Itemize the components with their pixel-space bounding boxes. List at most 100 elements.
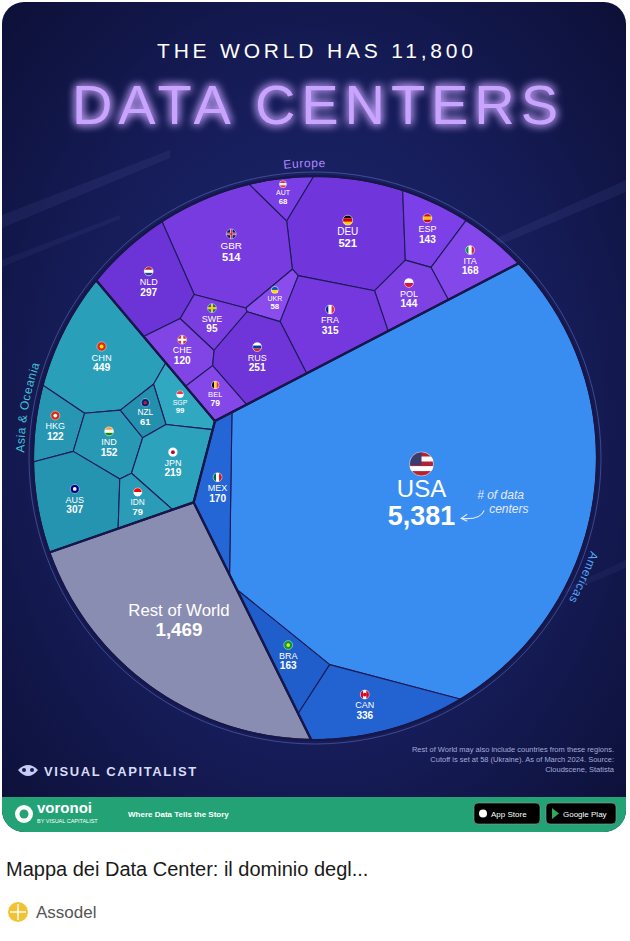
flag (207, 304, 216, 313)
flag-part (226, 229, 236, 239)
page: THE WORLD HAS 11,800DATA CENTERSEuropeAs… (0, 0, 630, 941)
source-icon (8, 902, 28, 922)
logo-icon (18, 765, 38, 776)
flag-part (286, 643, 290, 647)
category-label: GBR (221, 240, 242, 251)
category-label: CHN (92, 353, 112, 363)
caption-title: Mappa dei Data Center: il dominio degl..… (6, 858, 368, 880)
flag-part (177, 391, 184, 398)
cell-label: Rest of World1,469 (128, 601, 229, 640)
text-line: Rest of World may also include countries… (412, 745, 614, 754)
category-label: ITA (463, 256, 476, 266)
text-line: Cutoff is set at 58 (Ukraine). As of Mar… (430, 755, 614, 764)
flag (51, 411, 60, 420)
cell (287, 176, 406, 291)
cell-label: NLD297 (140, 267, 159, 298)
flag-part (410, 466, 434, 471)
data-label: 514 (222, 251, 241, 263)
flag-part (271, 290, 278, 294)
region-border (194, 263, 597, 740)
flag-part (178, 339, 187, 341)
flag-part (134, 492, 142, 496)
flag-part (105, 430, 114, 433)
badge (474, 803, 540, 824)
flag-ring (211, 381, 219, 389)
flag-part (144, 267, 153, 276)
flag-part (271, 286, 278, 290)
data-label: 95 (206, 323, 218, 334)
flag-part (226, 233, 236, 234)
cell-label: BEL79 (208, 381, 222, 408)
flag-part (144, 401, 147, 404)
region-label: Asia & Oceania (13, 360, 43, 453)
data-label: 170 (209, 493, 226, 504)
region-border (49, 502, 311, 740)
flag-part (177, 391, 184, 395)
flag (343, 215, 353, 225)
data-label: 163 (280, 660, 297, 671)
footer-band (2, 797, 626, 832)
logo-shape (22, 768, 26, 772)
data-label: 449 (93, 362, 111, 373)
cell-label: MEX170 (208, 473, 228, 504)
flag-part (404, 278, 413, 283)
cell-label: UKR58 (267, 286, 282, 311)
data-label: 144 (401, 298, 418, 309)
data-label: 5,381 (388, 501, 455, 531)
annotation-line: centers (489, 502, 528, 516)
category-label: NLD (140, 277, 159, 287)
flag-part (360, 690, 369, 699)
caption-source: Assodel (36, 903, 96, 922)
category-label: AUS (65, 495, 84, 505)
data-label: 58 (270, 302, 279, 311)
flag-ring (360, 690, 369, 699)
cell-label: AUT68 (276, 181, 291, 206)
flag (134, 488, 142, 496)
data-label: 336 (356, 710, 373, 721)
footer-logo: voronoi (37, 799, 92, 816)
data-label: 168 (462, 265, 479, 276)
flag (177, 391, 184, 398)
flag-ring (134, 488, 142, 496)
cell-label: POL144 (400, 278, 418, 309)
cell-label: SGP99 (173, 391, 188, 416)
flag-part (279, 183, 286, 185)
flag-part (178, 335, 187, 344)
cell-label: GBR514 (221, 229, 242, 263)
flag-part (466, 246, 475, 255)
flag-part (207, 304, 216, 313)
cell-label: JPN219 (164, 448, 181, 479)
flag-part (216, 473, 219, 482)
data-label: 120 (174, 355, 191, 366)
flag-part (253, 346, 262, 349)
flag-part (363, 690, 366, 699)
annotation: # of datacenters (477, 488, 528, 516)
decoration (2, 150, 170, 228)
flag-part (343, 215, 353, 225)
subtitle: DATA CENTERS (72, 73, 558, 136)
category-label: NZL (137, 407, 153, 417)
flag-ring (410, 452, 434, 476)
badge-label: Google Play (563, 810, 607, 819)
circle-border (33, 176, 597, 740)
flag (404, 278, 413, 287)
cell-label: IND152 (101, 427, 118, 458)
flag (410, 452, 434, 476)
text-line: Cloudscene, Statista (545, 765, 615, 774)
category-label: RUS (248, 353, 267, 363)
flag-ring (141, 399, 149, 407)
cell-label: FRA315 (321, 305, 339, 336)
flag-part (73, 487, 77, 491)
flag (360, 690, 369, 699)
flag-ring (226, 229, 236, 239)
flag (226, 229, 236, 239)
outer-ring (29, 172, 601, 744)
card-background (2, 2, 626, 832)
cell (49, 502, 311, 740)
flag-ring (423, 214, 432, 223)
data-label: 143 (419, 234, 436, 245)
flag-ring (253, 343, 262, 352)
cell-label: CHN449 (92, 342, 112, 374)
flag-part (423, 217, 432, 220)
flag-part (363, 693, 367, 697)
